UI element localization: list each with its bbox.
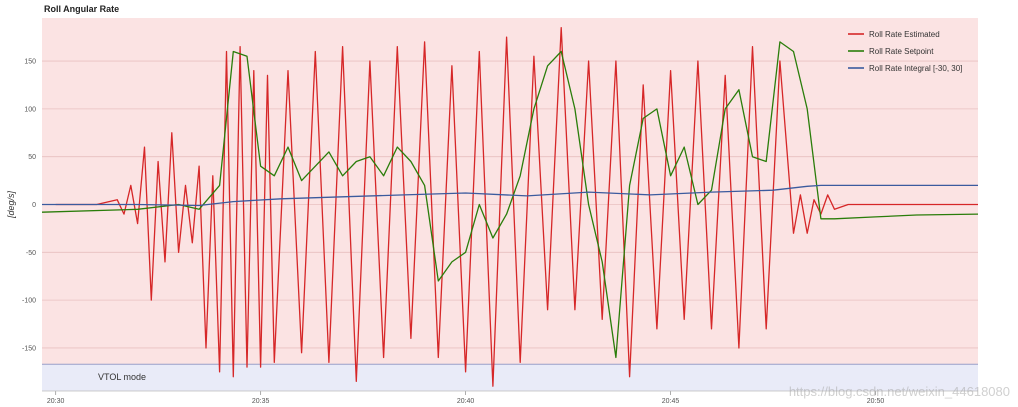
y-axis-label: [deg/s]	[6, 190, 16, 219]
y-tick-label: 50	[28, 154, 36, 161]
x-tick-labels: 20:30 20:35 20:40 20:45 20:50	[42, 390, 978, 405]
y-tick-label: -150	[22, 345, 36, 352]
y-tick-labels: -150 -100 -50 0 50 100 150	[22, 59, 36, 353]
legend-label: Roll Rate Estimated	[869, 30, 940, 39]
y-tick-label: -100	[22, 298, 36, 305]
legend[interactable]: Roll Rate Estimated Roll Rate Setpoint Rol…	[848, 30, 962, 73]
watermark: https://blog.csdn.net/weixin_44618080	[788, 384, 1010, 399]
series-roll-rate-integral-30-30	[42, 184, 978, 207]
y-tick-label: 100	[24, 106, 36, 113]
legend-label: Roll Rate Integral [-30, 30]	[869, 64, 962, 73]
vtol-mode-label: VTOL mode	[98, 372, 146, 382]
chart-title: Roll Angular Rate	[44, 4, 120, 14]
legend-item-roll-rate-integral-30-30[interactable]: Roll Rate Integral [-30, 30]	[848, 64, 962, 73]
series-roll-rate-setpoint	[41, 41, 979, 359]
x-tick-label: 20:40	[457, 398, 475, 405]
x-tick-label: 20:30	[47, 398, 65, 405]
legend-item-roll-rate-estimated[interactable]: Roll Rate Estimated	[848, 30, 940, 39]
series-roll-rate-estimated	[55, 26, 978, 387]
y-tick-label: 0	[32, 202, 36, 209]
vtol-mode-band	[42, 364, 978, 391]
x-tick-label: 20:35	[252, 398, 270, 405]
y-tick-label: -50	[26, 250, 36, 257]
legend-item-roll-rate-setpoint[interactable]: Roll Rate Setpoint	[848, 47, 934, 56]
y-tick-label: 150	[24, 59, 36, 66]
series-lines	[41, 26, 979, 387]
legend-label: Roll Rate Setpoint	[869, 47, 934, 56]
x-tick-label: 20:50	[867, 398, 885, 405]
x-tick-label: 20:45	[662, 398, 680, 405]
